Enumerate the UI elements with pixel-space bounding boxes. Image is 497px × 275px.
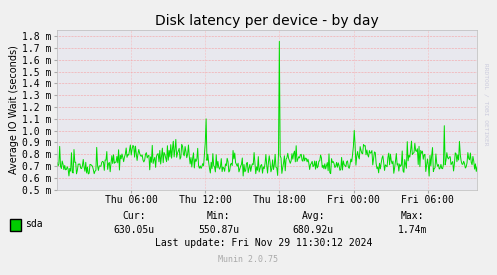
Y-axis label: Average IO Wait (seconds): Average IO Wait (seconds) (9, 46, 19, 174)
Text: Max:: Max: (401, 211, 424, 221)
Text: Munin 2.0.75: Munin 2.0.75 (219, 255, 278, 264)
Text: 550.87u: 550.87u (198, 225, 239, 235)
Text: Cur:: Cur: (122, 211, 146, 221)
Text: Last update: Fri Nov 29 11:30:12 2024: Last update: Fri Nov 29 11:30:12 2024 (155, 238, 372, 248)
Text: 680.92u: 680.92u (293, 225, 333, 235)
Text: sda: sda (25, 219, 42, 229)
Text: Avg:: Avg: (301, 211, 325, 221)
Text: 1.74m: 1.74m (398, 225, 427, 235)
Text: Min:: Min: (207, 211, 231, 221)
Text: 630.05u: 630.05u (114, 225, 155, 235)
Text: RRDTOOL / TOBI OETIKER: RRDTOOL / TOBI OETIKER (484, 63, 489, 146)
Title: Disk latency per device - by day: Disk latency per device - by day (155, 14, 379, 28)
